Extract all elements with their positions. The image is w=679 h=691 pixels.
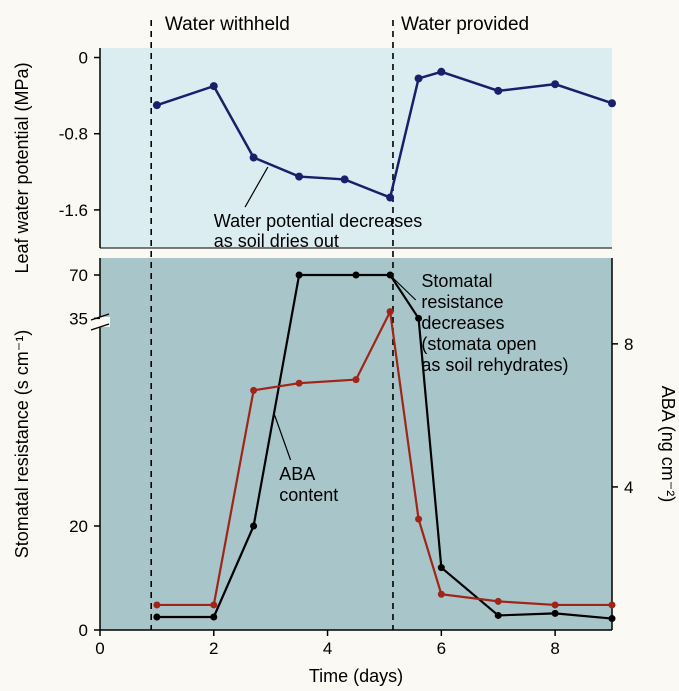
point-aba [353, 376, 360, 383]
x-tick-label: 0 [95, 639, 104, 658]
header-provided: Water provided [401, 14, 529, 35]
chart-svg: Water withheld Water provided 0 -0.8 -1.6 Lea… [0, 0, 679, 691]
top-ytick-label: 0 [79, 49, 88, 68]
x-tick-label: 2 [209, 639, 218, 658]
point-aba [495, 598, 502, 605]
point-water-potential [437, 68, 445, 76]
bottom-left-ytick-label: 0 [79, 621, 88, 640]
point-water-potential [386, 194, 394, 202]
point-aba [296, 380, 303, 387]
point-aba [153, 601, 160, 608]
point-aba [415, 516, 422, 523]
x-tick-label: 6 [437, 639, 446, 658]
annot-aba-text: content [279, 485, 338, 505]
point-aba [210, 601, 217, 608]
header-withheld: Water withheld [165, 14, 290, 35]
x-axis-label: Time (days) [309, 666, 403, 686]
x-tick-label: 4 [323, 639, 332, 658]
bottom-left-ytick-label: 35 [69, 309, 88, 328]
point-stomatal-resistance [296, 272, 303, 279]
point-stomatal-resistance [387, 272, 394, 279]
bottom-right-y-axis-label: ABA (ng cm⁻²) [658, 386, 678, 503]
bottom-left-y-axis-label: Stomatal resistance (s cm⁻¹) [12, 330, 32, 559]
point-water-potential [210, 82, 218, 90]
point-stomatal-resistance [153, 614, 160, 621]
point-water-potential [608, 99, 616, 107]
top-annot-text: Water potential decreases [214, 211, 422, 231]
figure-root: Water withheld Water provided 0 -0.8 -1.6 Lea… [0, 0, 679, 691]
bottom-panel-bg [100, 258, 612, 630]
point-stomatal-resistance [438, 564, 445, 571]
annot-resistance-text: (stomata open [421, 334, 536, 354]
point-water-potential [494, 87, 502, 95]
point-water-potential [415, 74, 423, 82]
point-water-potential [551, 80, 559, 88]
annot-resistance-text: decreases [421, 313, 504, 333]
point-stomatal-resistance [250, 523, 257, 530]
point-water-potential [295, 173, 303, 181]
point-water-potential [250, 154, 258, 162]
bottom-left-ytick-label: 20 [69, 517, 88, 536]
annot-resistance-text: Stomatal [421, 271, 492, 291]
annot-aba-text: ABA [279, 464, 315, 484]
point-aba [250, 387, 257, 394]
point-stomatal-resistance [495, 612, 502, 619]
top-y-axis-label: Leaf water potential (MPa) [12, 62, 32, 273]
annot-resistance-text: resistance [421, 292, 503, 312]
point-stomatal-resistance [210, 614, 217, 621]
bottom-right-ytick-label: 4 [624, 478, 633, 497]
x-tick-label: 8 [550, 639, 559, 658]
top-ytick-label: -0.8 [59, 125, 88, 144]
point-aba [609, 601, 616, 608]
point-aba [438, 591, 445, 598]
point-water-potential [153, 101, 161, 109]
bottom-right-ytick-label: 8 [624, 335, 633, 354]
annot-resistance-text: as soil rehydrates) [421, 355, 568, 375]
point-stomatal-resistance [353, 272, 360, 279]
top-ytick-label: -1.6 [59, 201, 88, 220]
bottom-left-ytick-label: 70 [69, 266, 88, 285]
point-aba [387, 308, 394, 315]
point-stomatal-resistance [552, 610, 559, 617]
point-stomatal-resistance [609, 615, 616, 622]
point-aba [552, 601, 559, 608]
point-water-potential [341, 175, 349, 183]
